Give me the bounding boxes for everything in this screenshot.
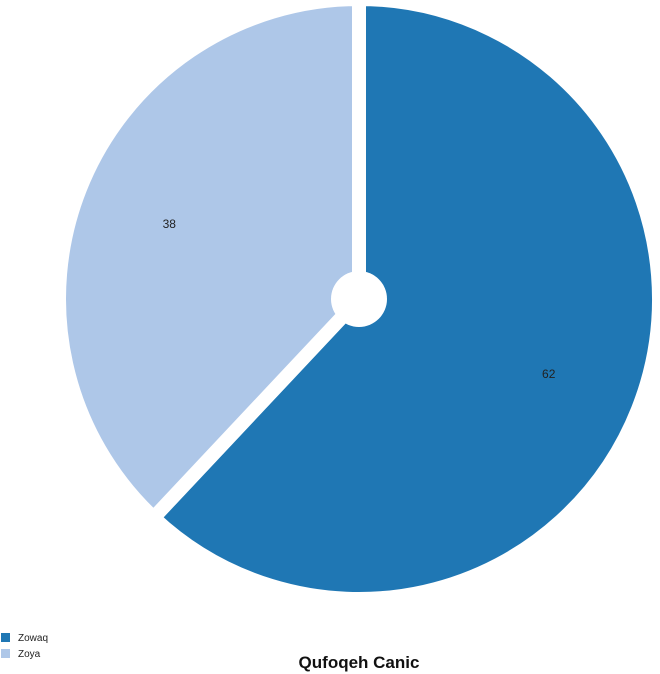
- legend-label-zoya: Zoya: [18, 649, 41, 660]
- legend-swatch-zowaq: [1, 633, 10, 642]
- legend-swatch-zoya: [1, 649, 10, 658]
- pie-center-hole: [331, 271, 387, 327]
- legend-label-zowaq: Zowaq: [18, 633, 48, 644]
- pie-slice-zowaq: [146, 0, 660, 606]
- pie-slice-zoya: [52, 0, 366, 525]
- pie-slices: [52, 0, 660, 606]
- chart-title: Qufoqeh Canic: [299, 653, 420, 672]
- slice-label-zoya: 38: [163, 217, 177, 231]
- slice-label-zowaq: 62: [542, 367, 556, 381]
- legend: Zowaq Zoya: [1, 633, 48, 660]
- pie-slice-labels: 62 38: [163, 217, 556, 381]
